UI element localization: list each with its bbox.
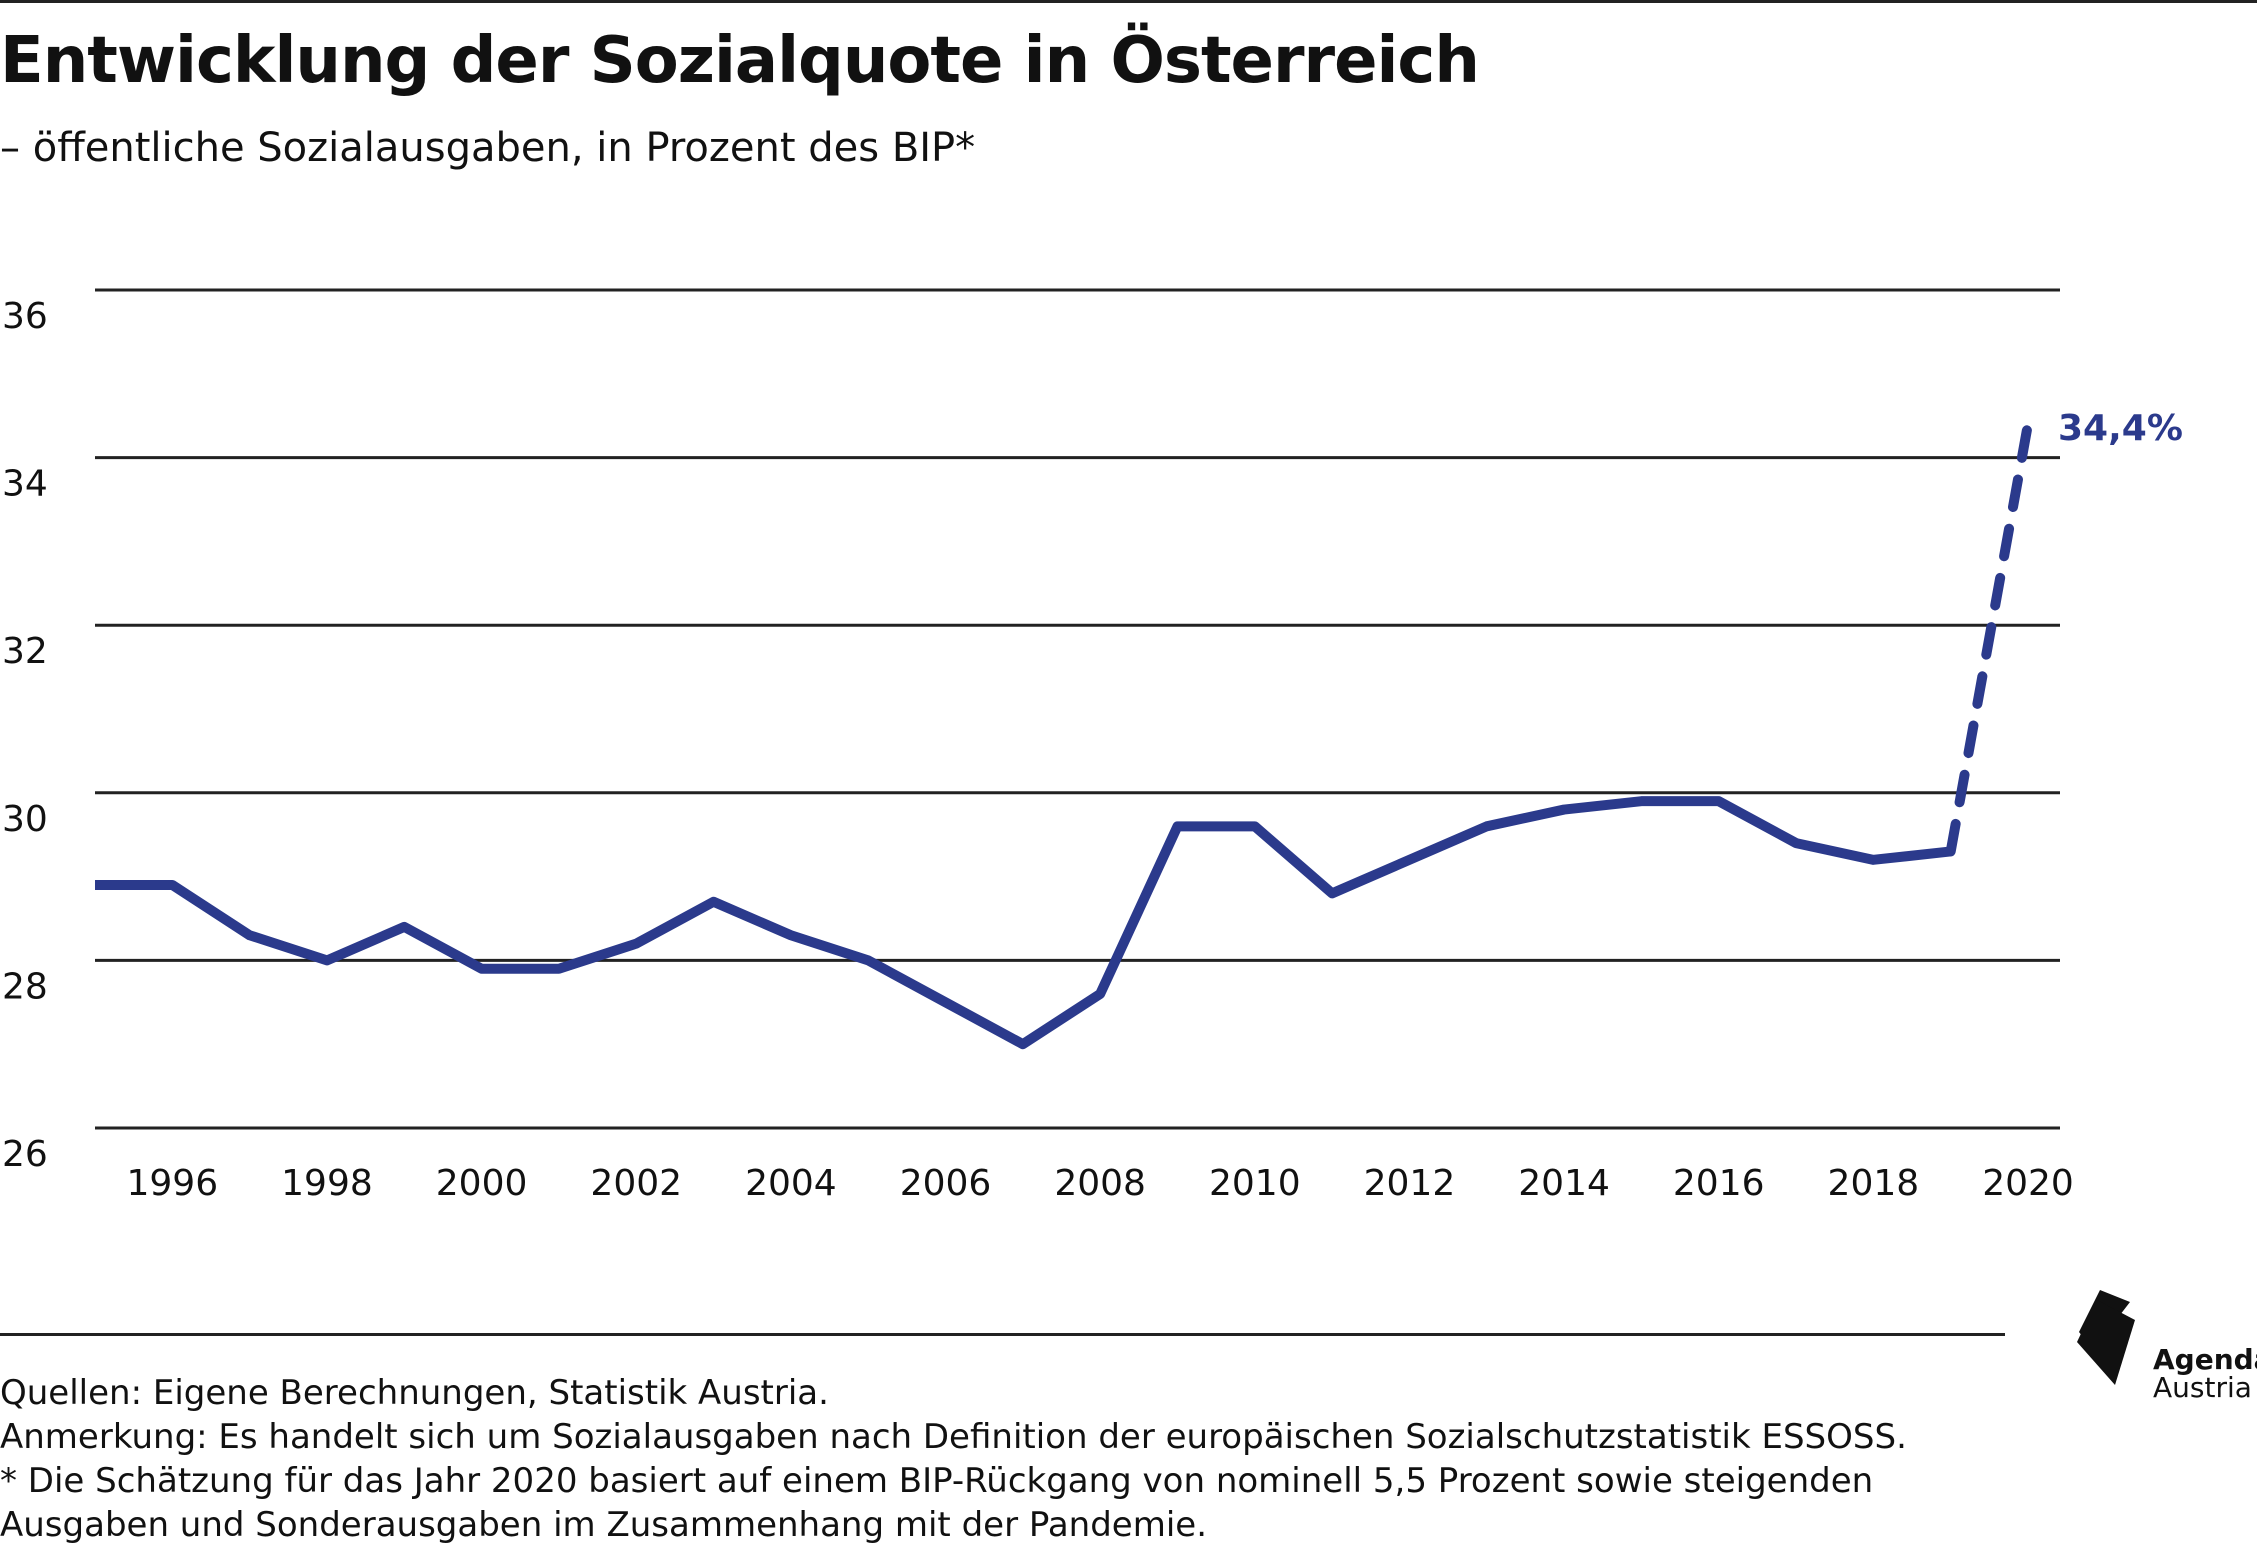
y-tick-26: 26 — [2, 1134, 48, 1175]
logo-wordmark: Agenda Austria — [2153, 1346, 2257, 1402]
x-tick-2012: 2012 — [1364, 1163, 1456, 1204]
y-tick-34: 34 — [2, 464, 48, 505]
y-tick-30: 30 — [2, 799, 48, 840]
annotations: 34,4% — [2058, 408, 2183, 449]
sources-note: Quellen: Eigene Berechnungen, Statistik … — [0, 1373, 829, 1413]
y-tick-36: 36 — [2, 296, 48, 337]
x-tick-2004: 2004 — [745, 1163, 837, 1204]
footnote-line-2: Ausgaben und Sonderausgaben im Zusammenh… — [0, 1505, 1207, 1545]
x-tick-2006: 2006 — [900, 1163, 992, 1204]
x-tick-2010: 2010 — [1209, 1163, 1301, 1204]
footer-notes: Quellen: Eigene Berechnungen, Statistik … — [0, 1371, 1907, 1547]
logo-line-2: Austria — [2153, 1371, 2252, 1404]
chart-subtitle: – öffentliche Sozialausgaben, in Prozent… — [0, 125, 976, 171]
value-label-2020: 34,4% — [2058, 408, 2183, 449]
agenda-austria-logo-icon — [2077, 1290, 2135, 1385]
series-line-dashed — [1945, 419, 2033, 857]
footnote-line-1: * Die Schätzung für das Jahr 2020 basier… — [0, 1461, 1874, 1501]
x-tick-1998: 1998 — [281, 1163, 373, 1204]
gridlines — [95, 288, 2060, 1130]
y-tick-labels: 26 28 30 32 34 36 — [2, 296, 48, 1175]
chart-title: Entwicklung der Sozialquote in Österreic… — [0, 24, 1480, 98]
footer-rule — [0, 1333, 2005, 1336]
top-rule — [0, 0, 2257, 3]
x-tick-2018: 2018 — [1828, 1163, 1920, 1204]
y-tick-28: 28 — [2, 966, 48, 1007]
y-tick-32: 32 — [2, 631, 48, 672]
x-tick-2020: 2020 — [1982, 1163, 2074, 1204]
definition-note: Anmerkung: Es handelt sich um Sozialausg… — [0, 1417, 1907, 1457]
x-tick-2016: 2016 — [1673, 1163, 1765, 1204]
x-tick-1996: 1996 — [127, 1163, 219, 1204]
x-tick-2002: 2002 — [590, 1163, 682, 1204]
series-lines — [95, 419, 2033, 1050]
x-tick-2008: 2008 — [1054, 1163, 1146, 1204]
logo-line-1: Agenda — [2153, 1343, 2257, 1376]
line-chart: 26 28 30 32 34 36 1996 1998 2000 2002 2004 2006 200… — [2, 288, 2183, 1204]
series-line-solid — [95, 796, 1952, 1050]
x-tick-2014: 2014 — [1518, 1163, 1610, 1204]
x-tick-labels: 1996 1998 2000 2002 2004 2006 2008 2010 2012 2014… — [127, 1163, 2074, 1204]
x-tick-2000: 2000 — [436, 1163, 528, 1204]
